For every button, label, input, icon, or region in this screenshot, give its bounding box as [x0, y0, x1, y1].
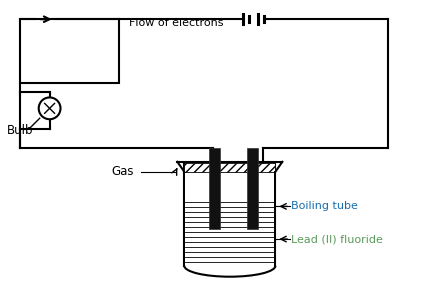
Text: Flow of electrons: Flow of electrons [129, 18, 224, 28]
Polygon shape [185, 173, 275, 199]
Polygon shape [20, 19, 119, 83]
Polygon shape [247, 148, 257, 229]
Polygon shape [209, 148, 220, 229]
Polygon shape [185, 199, 275, 265]
Polygon shape [184, 163, 275, 172]
Text: Lead (II) fluoride: Lead (II) fluoride [291, 234, 383, 244]
Circle shape [39, 98, 60, 119]
Text: Gas: Gas [111, 165, 133, 178]
Text: Boiling tube: Boiling tube [291, 201, 358, 212]
Text: Bulb: Bulb [7, 124, 33, 137]
